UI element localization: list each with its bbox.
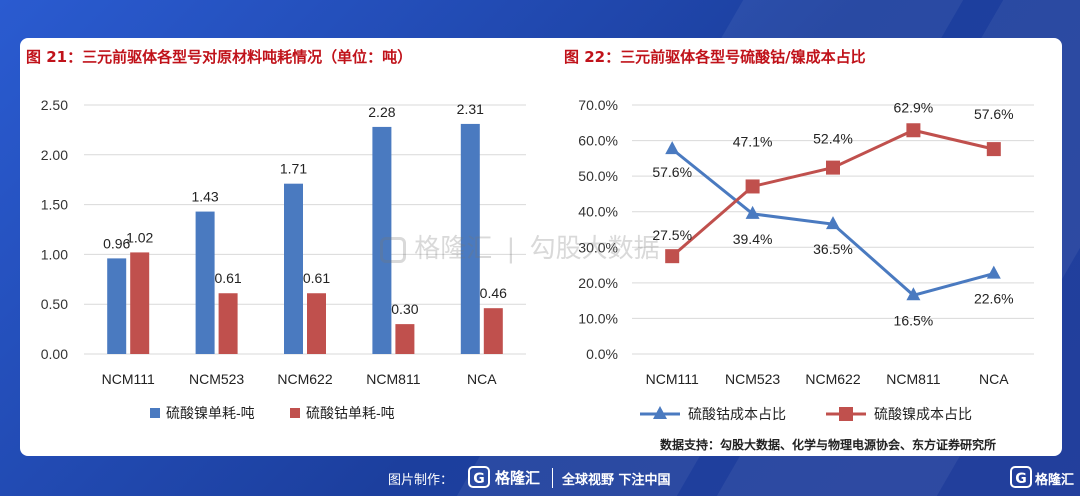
footer-slogan: 全球视野 下注中国 <box>562 473 671 488</box>
bar-data-label: 0.30 <box>391 301 418 317</box>
footer-logo-icon: G <box>468 466 490 488</box>
line-chart-title: 图 22：三元前驱体各型号硫酸钴/镍成本占比 <box>564 48 866 66</box>
line-data-label: 36.5% <box>813 241 853 257</box>
footer-brand: 格隆汇 <box>495 469 541 487</box>
bar-data-label: 1.71 <box>280 161 307 177</box>
line-series <box>671 128 995 258</box>
line-y-tick-label: 30.0% <box>578 239 618 255</box>
line-y-tick-label: 60.0% <box>578 133 618 149</box>
bar <box>284 183 303 354</box>
line-point <box>906 123 921 138</box>
bar <box>218 293 238 354</box>
bar-legend-label: 硫酸镍单耗-吨 <box>166 405 255 421</box>
bar <box>130 252 150 354</box>
line-x-tick-label: NCM111 <box>646 371 699 387</box>
bar-data-label: 0.46 <box>480 285 507 301</box>
bar <box>307 293 326 354</box>
bar-y-tick-label: 0.00 <box>41 346 68 362</box>
bar <box>395 324 415 354</box>
line-point <box>745 179 760 194</box>
charts-svg: 0.00 0.50 1.00 1.50 2.00 2.50 NCM111 0.961.02 NC… <box>41 97 1034 422</box>
bar-data-label: 0.61 <box>303 270 330 286</box>
bar <box>460 123 480 354</box>
line-point <box>665 141 680 155</box>
line-x-tick-label: NCM622 <box>805 371 860 387</box>
bar-data-label: 0.61 <box>214 270 241 286</box>
line-point <box>906 287 921 301</box>
line-y-tick-label: 20.0% <box>578 275 618 291</box>
bar-x-tick-label: NCM622 <box>277 371 332 387</box>
line-x-tick-label: NCM811 <box>886 371 940 387</box>
bar-legend-label: 硫酸钴单耗-吨 <box>306 405 395 421</box>
bar-y-tick-label: 1.50 <box>41 197 68 213</box>
bar-data-label: 0.96 <box>103 235 130 251</box>
bar-data-label: 1.02 <box>126 229 153 245</box>
corner-logo-icon: G <box>1010 466 1032 488</box>
line-data-label: 57.6% <box>652 164 692 180</box>
line-point <box>665 249 680 264</box>
line-point <box>826 216 840 230</box>
watermark-logo-icon <box>380 236 406 263</box>
bar-y-tick-label: 1.00 <box>41 246 68 262</box>
line-x-tick-label: NCM523 <box>725 371 780 387</box>
footer-divider <box>552 468 553 488</box>
bar <box>195 211 215 354</box>
bar-chart-title: 图 21：三元前驱体各型号对原材料吨耗情况（单位：吨） <box>26 48 413 66</box>
footer-made-by: 图片制作： <box>388 473 454 488</box>
bar-data-label: 2.31 <box>457 101 484 117</box>
line-legend-label: 硫酸镍成本占比 <box>874 406 972 422</box>
bar-data-label: 2.28 <box>368 104 395 120</box>
line-point <box>986 265 1001 279</box>
line-data-label: 22.6% <box>974 291 1014 307</box>
line-data-label: 57.6% <box>974 106 1014 122</box>
bar-data-label: 1.43 <box>191 189 218 205</box>
corner-brand: 格隆汇 <box>1035 473 1075 488</box>
line-y-tick-label: 10.0% <box>578 310 618 326</box>
bar-y-tick-label: 2.00 <box>41 147 68 163</box>
watermark-brand: 格隆汇 <box>414 234 493 264</box>
watermark-text: 勾股大数据 <box>529 234 660 264</box>
line-legend-marker <box>839 407 853 421</box>
bar <box>107 258 127 354</box>
line-x-tick-label: NCA <box>979 371 1009 387</box>
line-point <box>986 142 1001 157</box>
line-data-label: 39.4% <box>733 231 773 247</box>
line-y-tick-label: 50.0% <box>578 168 618 184</box>
chart-panel: 图 21：三元前驱体各型号对原材料吨耗情况（单位：吨） 图 22：三元前驱体各型… <box>20 38 1062 456</box>
watermark: 格隆汇 | 勾股大数据 <box>380 228 660 265</box>
line-data-label: 47.1% <box>733 133 773 149</box>
data-source: 数据支持：勾股大数据、化学与物理电源协会、东方证券研究所 <box>660 438 997 452</box>
line-y-tick-label: 0.0% <box>586 346 618 362</box>
bar-x-tick-label: NCM111 <box>102 371 155 387</box>
line-legend-marker <box>653 406 667 419</box>
bar-legend-swatch <box>290 408 300 418</box>
bar-x-tick-label: NCM811 <box>366 371 420 387</box>
line-point <box>745 205 760 219</box>
line-data-label: 62.9% <box>894 99 934 115</box>
bar-x-tick-label: NCA <box>467 371 497 387</box>
bar-x-tick-label: NCM523 <box>189 371 244 387</box>
bar-legend-swatch <box>150 408 160 418</box>
line-legend-label: 硫酸钴成本占比 <box>688 406 786 422</box>
line-data-label: 16.5% <box>894 312 934 328</box>
line-data-label: 52.4% <box>813 131 853 147</box>
line-y-tick-label: 70.0% <box>578 97 618 113</box>
bar-y-tick-label: 0.50 <box>41 296 68 312</box>
line-data-label: 27.5% <box>652 227 692 243</box>
footer: 图片制作： G 格隆汇 全球视野 下注中国 G 格隆汇 <box>0 458 1080 496</box>
bar-y-tick-label: 2.50 <box>41 97 68 113</box>
line-point <box>826 160 840 175</box>
line-y-tick-label: 40.0% <box>578 204 618 220</box>
bar <box>483 308 503 354</box>
